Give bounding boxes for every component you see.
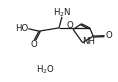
Text: H$_2$O: H$_2$O — [36, 64, 55, 76]
Text: H$_2$N: H$_2$N — [53, 6, 71, 19]
Text: HO: HO — [15, 24, 28, 33]
Text: NH: NH — [83, 36, 96, 46]
Text: O: O — [106, 31, 113, 40]
Text: O: O — [66, 21, 73, 30]
Text: O: O — [30, 40, 37, 49]
